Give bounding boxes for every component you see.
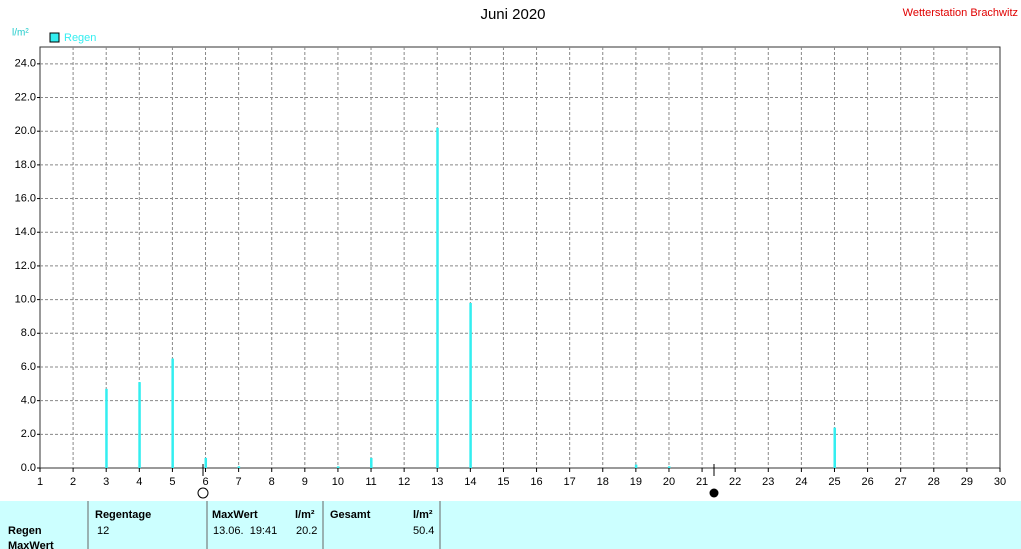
legend-swatch bbox=[49, 32, 60, 43]
y-tick-label: 0.0 bbox=[21, 462, 36, 474]
x-tick-label: 21 bbox=[696, 476, 708, 488]
table-header: Regentage bbox=[95, 509, 151, 521]
x-tick-label: 8 bbox=[269, 476, 275, 488]
x-tick-label: 20 bbox=[663, 476, 675, 488]
y-tick-label: 20.0 bbox=[15, 125, 36, 137]
bar bbox=[237, 466, 241, 468]
table-header: l/m² bbox=[295, 509, 315, 521]
row-label: MaxWert bbox=[8, 540, 54, 549]
y-tick-label: 2.0 bbox=[21, 428, 36, 440]
x-tick-label: 22 bbox=[729, 476, 741, 488]
table-header: MaxWert bbox=[212, 509, 258, 521]
x-tick-label: 23 bbox=[762, 476, 774, 488]
x-tick-label: 12 bbox=[398, 476, 410, 488]
bar bbox=[138, 382, 141, 468]
x-tick-label: 18 bbox=[597, 476, 609, 488]
x-tick-label: 9 bbox=[302, 476, 308, 488]
bar bbox=[469, 302, 472, 468]
x-tick-label: 24 bbox=[795, 476, 807, 488]
y-tick-label: 24.0 bbox=[15, 58, 36, 70]
x-tick-label: 14 bbox=[464, 476, 476, 488]
bar bbox=[370, 457, 373, 468]
x-tick-label: 13 bbox=[431, 476, 443, 488]
bar bbox=[105, 388, 108, 468]
x-tick-label: 19 bbox=[630, 476, 642, 488]
x-tick-label: 6 bbox=[202, 476, 208, 488]
table-cell: 12 bbox=[97, 525, 109, 537]
x-tick-label: 27 bbox=[895, 476, 907, 488]
x-tick-label: 28 bbox=[928, 476, 940, 488]
x-tick-label: 7 bbox=[236, 476, 242, 488]
x-tick-label: 4 bbox=[136, 476, 142, 488]
y-unit: l/m² bbox=[12, 28, 29, 39]
x-tick-label: 1 bbox=[37, 476, 43, 488]
bar bbox=[171, 358, 174, 468]
x-tick-label: 3 bbox=[103, 476, 109, 488]
x-tick-label: 10 bbox=[332, 476, 344, 488]
y-tick-label: 16.0 bbox=[15, 192, 36, 204]
bar bbox=[833, 427, 836, 468]
row-label: Regen bbox=[8, 525, 42, 537]
x-tick-label: 17 bbox=[564, 476, 576, 488]
bar bbox=[634, 464, 638, 468]
table-lines bbox=[87, 501, 441, 549]
bar bbox=[436, 127, 439, 468]
x-tick-label: 2 bbox=[70, 476, 76, 488]
x-tick-label: 11 bbox=[365, 476, 376, 488]
x-tick-label: 25 bbox=[828, 476, 840, 488]
y-tick-label: 12.0 bbox=[15, 260, 36, 272]
y-tick-label: 10.0 bbox=[15, 294, 36, 306]
table-bg bbox=[0, 501, 1021, 549]
y-tick-label: 18.0 bbox=[15, 159, 36, 171]
table-header: Gesamt bbox=[330, 509, 371, 521]
table-cell: 50.4 bbox=[413, 525, 434, 537]
x-tick-label: 5 bbox=[169, 476, 175, 488]
bar bbox=[204, 457, 208, 468]
y-tick-label: 6.0 bbox=[21, 361, 36, 373]
table-cell: 20.2 bbox=[296, 525, 317, 537]
legend-label: Regen bbox=[64, 32, 96, 44]
table-cell: 13.06. 19:41 bbox=[213, 525, 277, 537]
bar bbox=[667, 466, 671, 468]
x-tick-label: 30 bbox=[994, 476, 1006, 488]
plot-frame bbox=[39, 46, 1001, 469]
chart-title: Juni 2020 bbox=[480, 6, 545, 23]
y-tick-label: 14.0 bbox=[15, 226, 36, 238]
station-name: Wetterstation Brachwitz bbox=[903, 7, 1018, 19]
y-tick-label: 4.0 bbox=[21, 395, 36, 407]
y-tick-label: 8.0 bbox=[21, 327, 36, 339]
bar bbox=[336, 466, 340, 468]
y-tick-label: 22.0 bbox=[15, 91, 36, 103]
x-tick-label: 29 bbox=[961, 476, 973, 488]
moon-new bbox=[709, 488, 719, 498]
x-tick-label: 26 bbox=[861, 476, 873, 488]
moon-full bbox=[197, 487, 209, 499]
x-tick-label: 16 bbox=[530, 476, 542, 488]
x-tick-label: 15 bbox=[497, 476, 509, 488]
table-header: l/m² bbox=[413, 509, 433, 521]
